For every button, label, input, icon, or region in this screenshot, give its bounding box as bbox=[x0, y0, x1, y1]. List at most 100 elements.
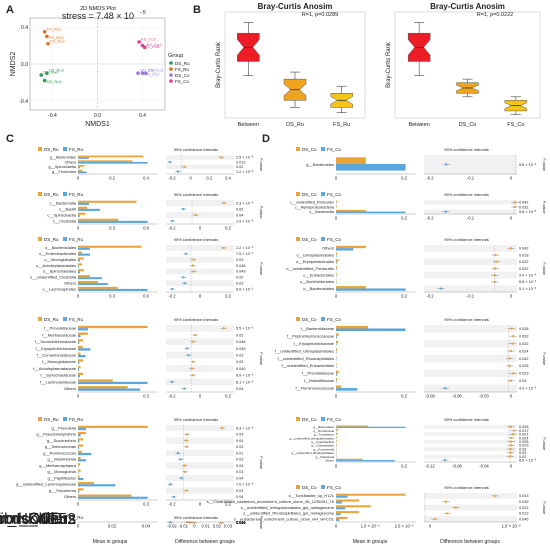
stamp-diff-tick: 0.2 bbox=[206, 176, 212, 181]
nmds-point-label: DS_Ru1 bbox=[47, 79, 63, 84]
stamp-pvalue: 0.022 bbox=[519, 342, 529, 346]
stamp-category-label: g__Methanosphaera bbox=[39, 463, 76, 468]
stamp-bar-ds bbox=[78, 269, 84, 272]
stamp-pvalue: 0.018 bbox=[519, 253, 529, 257]
stamp-mean-tick: 0 bbox=[335, 176, 338, 181]
stamp-pvalue: 5.6 × 10⁻³ bbox=[519, 163, 537, 167]
stamp-bar-ds bbox=[78, 359, 83, 362]
stamp-row-band bbox=[424, 425, 517, 429]
nmds-xtick: 0.4 bbox=[139, 113, 146, 119]
stamp-diff-tick: 0.2 bbox=[225, 502, 231, 507]
stamp-diff-tick: -0.1 bbox=[467, 176, 475, 181]
stamp-bar-fs bbox=[78, 271, 80, 274]
stamp-legend-swatch bbox=[296, 192, 300, 196]
stamp-legend-label: DS_Co bbox=[302, 192, 317, 197]
stamp-pvalue-label: P-value bbox=[542, 437, 546, 450]
stamp-category-label: Others bbox=[65, 160, 76, 164]
stamp-bar-ds bbox=[78, 251, 82, 254]
anosim-title: Bray-Curtis Anosim bbox=[430, 2, 505, 11]
stamp-bar-ds bbox=[78, 352, 81, 355]
stamp-diff-point bbox=[446, 512, 449, 515]
stamp-bar-fs bbox=[78, 452, 92, 456]
stamp-category-label: g__Bacteroides bbox=[50, 156, 76, 160]
stamp-bar-fs bbox=[78, 471, 79, 474]
stamp-row-band bbox=[424, 384, 517, 392]
stamp-row-band bbox=[166, 365, 234, 372]
nmds-point bbox=[46, 41, 50, 46]
stamp-bar-ds bbox=[336, 259, 339, 262]
stamp-category-label: s__Turicibacter_sp_H121 bbox=[289, 493, 335, 498]
stamp-bar-fs bbox=[336, 373, 338, 376]
stamp-diff-tick: 0 bbox=[189, 176, 192, 181]
stamp-pvalue: 0.049 bbox=[236, 270, 246, 274]
stamp-pvalue: 0.021 bbox=[519, 433, 529, 437]
nmds-point-label: FS_Ru1 bbox=[47, 26, 62, 31]
stamp-bar-ds bbox=[78, 332, 88, 335]
stamp-pvalue: 4.0 × 10⁻³ bbox=[519, 387, 537, 391]
stamp-mean-tick: 0.02 bbox=[108, 524, 117, 529]
stamp-diff-tick: -0.03 bbox=[479, 394, 489, 399]
stamp-diff-point bbox=[509, 379, 513, 383]
stamp-pvalue: 5.5 × 10⁻³ bbox=[236, 327, 254, 331]
stamp-diff-point bbox=[509, 425, 513, 429]
stamp-bar-ds bbox=[336, 429, 339, 431]
stamp-diff-tick: -0.2 bbox=[426, 176, 434, 181]
stamp-pvalue: 0.03 bbox=[236, 281, 243, 285]
stamp-bar-ds bbox=[78, 450, 83, 453]
stamp-pvalue: 0.046 bbox=[519, 517, 529, 521]
stamp-bar-fs bbox=[336, 343, 337, 346]
stamp-bar-ds bbox=[336, 516, 348, 519]
stamp-diff-point bbox=[222, 201, 226, 205]
stamp-diff-point bbox=[183, 470, 187, 474]
stamp-bar-fs bbox=[78, 465, 79, 468]
stamp-diff-point bbox=[185, 439, 188, 442]
nmds-legend-marker bbox=[169, 61, 173, 65]
anosim-stat: R=1, p=0.0222 bbox=[477, 12, 513, 18]
stamp-category-label: o__Enterobacterales bbox=[39, 251, 76, 256]
stamp-pvalue: 1.9 × 10⁻³ bbox=[236, 219, 254, 223]
stamp-pvalue: 0.03 bbox=[236, 458, 243, 462]
stamp-bar-fs bbox=[336, 441, 337, 443]
stamp-diff-tick: 0 bbox=[199, 294, 202, 299]
stamp-bar-ds bbox=[78, 366, 81, 369]
stamp-bar-ds bbox=[78, 469, 81, 472]
stamp-legend-swatch bbox=[321, 192, 325, 196]
stamp-bar-fs bbox=[336, 202, 337, 204]
stamp-ci-title: 95% confidence intervals bbox=[444, 485, 488, 490]
stamp-bar-fs bbox=[336, 426, 406, 429]
stamp-diff-tick: -0.1 bbox=[467, 294, 475, 299]
anosim-plot-1: Between DS_Ru FS_Ru Bray-Curtis AnosimR=1, … bbox=[216, 2, 366, 128]
stamp-diff-point bbox=[511, 342, 514, 345]
stamp-mean-tick: 0 bbox=[77, 176, 80, 181]
stamp-pvalue: 0.048 bbox=[236, 340, 246, 344]
stamp-category-label: o__Burkholderiales bbox=[300, 279, 334, 284]
stamp-bar-ds bbox=[78, 263, 82, 266]
stamp-bar-fs bbox=[336, 275, 337, 278]
stamp-category-label: o__Bacteroidales bbox=[45, 245, 76, 250]
stamp-legend-label: DS_Ru bbox=[44, 515, 59, 520]
stamp-bar-ds bbox=[336, 340, 339, 344]
stamp-category-label: f__Prevotellaceae bbox=[44, 326, 77, 331]
stamp-category-label: g__Coprobacillus bbox=[311, 440, 334, 444]
stamp-diff-point bbox=[443, 458, 447, 462]
stamp-diff-tick: -0.2 bbox=[168, 294, 176, 299]
stamp-pvalue: 0.03 bbox=[236, 445, 243, 449]
stamp-ci-title: 95% confidence intervals bbox=[444, 192, 488, 197]
stamp-legend-swatch bbox=[296, 485, 300, 489]
stamp-bar-fs bbox=[78, 348, 91, 351]
stamp-category-label: s__unidentified_Izimaplasmatales_gut_met… bbox=[241, 505, 335, 510]
stamp-category-label: g__Firmicutes bbox=[52, 170, 76, 174]
anosim-title: Bray-Curtis Anosim bbox=[258, 2, 333, 11]
stamp-pvalue: 8.5 × 10⁻³ bbox=[519, 458, 537, 462]
stamp-pvalue: 0.04 bbox=[236, 213, 243, 217]
stamp-row-band bbox=[424, 200, 517, 205]
stamp-bar-fs bbox=[78, 477, 84, 481]
stamp-diff-point bbox=[179, 458, 182, 461]
nmds-stress-exponent: −5 bbox=[140, 10, 146, 16]
stamp-bar-ds bbox=[336, 348, 338, 351]
stamp-bar-ds bbox=[336, 272, 337, 276]
stamp-row-band bbox=[166, 212, 234, 218]
stamp-diff-tick: -0.04 bbox=[479, 464, 489, 469]
stamp-mean-tick: 1.0 × 10⁻³ bbox=[361, 524, 380, 529]
nmds-point bbox=[136, 71, 140, 75]
